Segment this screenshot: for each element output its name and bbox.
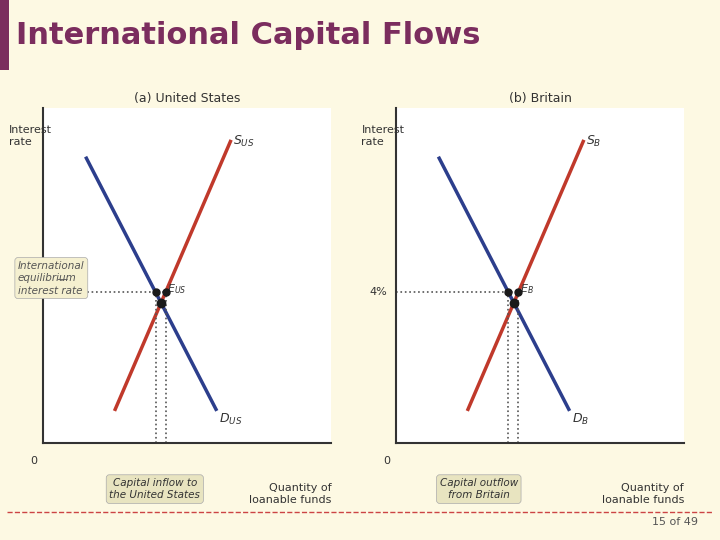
Text: —: — <box>56 274 67 284</box>
Text: Capital outflow
from Britain: Capital outflow from Britain <box>440 478 518 500</box>
Title: (a) United States: (a) United States <box>134 92 240 105</box>
Text: International
equilibrium
interest rate: International equilibrium interest rate <box>18 261 85 295</box>
Text: Interest
rate: Interest rate <box>9 125 52 147</box>
Text: $S_{US}$: $S_{US}$ <box>233 134 255 149</box>
Text: Quantity of
loanable funds: Quantity of loanable funds <box>602 483 684 505</box>
Text: $D_{US}$: $D_{US}$ <box>219 412 242 427</box>
Text: 0: 0 <box>30 456 37 466</box>
Text: $E_{US}$: $E_{US}$ <box>167 282 186 296</box>
Text: 15 of 49: 15 of 49 <box>652 517 698 527</box>
Text: 4%: 4% <box>17 287 35 297</box>
Text: Capital inflow to
the United States: Capital inflow to the United States <box>109 478 200 500</box>
Text: $S_B$: $S_B$ <box>586 134 601 149</box>
Text: Interest
rate: Interest rate <box>361 125 405 147</box>
Title: (b) Britain: (b) Britain <box>508 92 572 105</box>
FancyBboxPatch shape <box>0 0 9 70</box>
Text: $E_B$: $E_B$ <box>520 282 534 296</box>
Text: Quantity of
loanable funds: Quantity of loanable funds <box>249 483 331 505</box>
Text: 4%: 4% <box>369 287 387 297</box>
Text: 0: 0 <box>383 456 390 466</box>
Text: $D_B$: $D_B$ <box>572 412 589 427</box>
Text: International Capital Flows: International Capital Flows <box>16 21 480 50</box>
